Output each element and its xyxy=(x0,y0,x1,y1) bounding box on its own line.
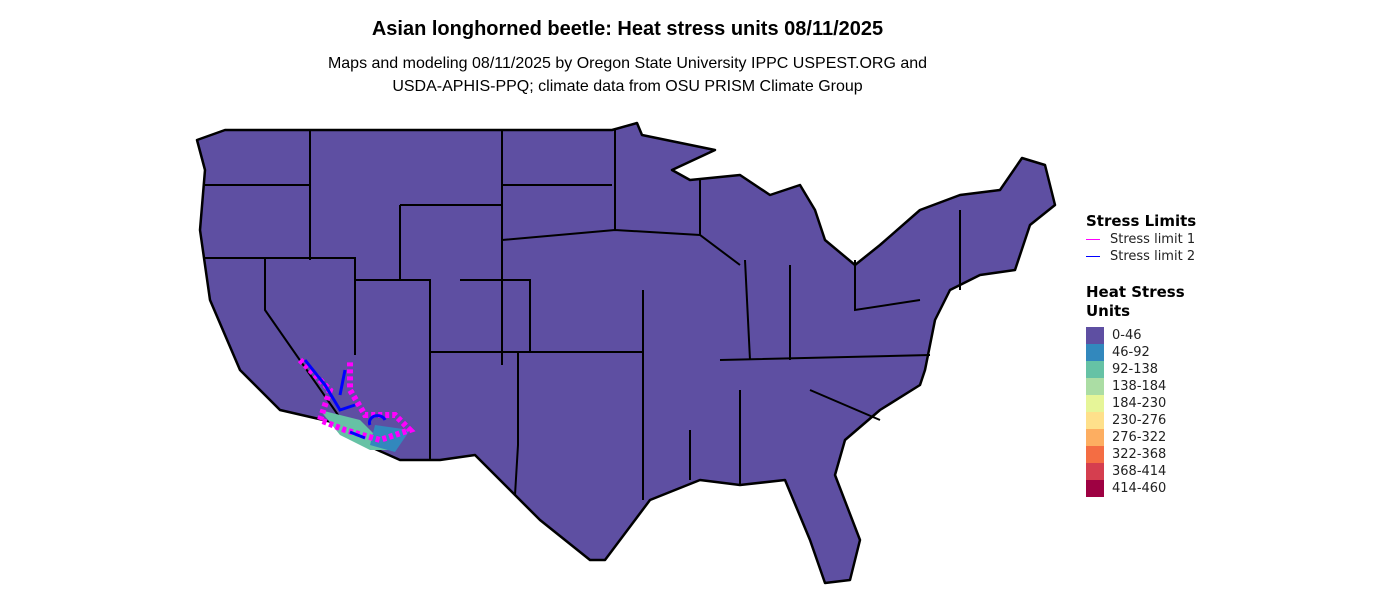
heat-stress-item: 414-460 xyxy=(1086,480,1185,497)
stress-limit-item: Stress limit 1 xyxy=(1086,231,1196,248)
heat-stress-item: 138-184 xyxy=(1086,378,1185,395)
heat-stress-legend-title: Heat Stress xyxy=(1086,283,1185,301)
map-subtitle-line2: USDA-APHIS-PPQ; climate data from OSU PR… xyxy=(392,78,863,95)
legend-swatch xyxy=(1086,429,1104,446)
legend-swatch xyxy=(1086,412,1104,429)
map-subtitle-line1: Maps and modeling 08/11/2025 by Oregon S… xyxy=(327,55,928,72)
legend-label: Stress limit 2 xyxy=(1110,249,1196,264)
legend-label: 0-46 xyxy=(1112,328,1142,343)
legend-swatch xyxy=(1086,446,1104,463)
legend-swatch xyxy=(1086,395,1104,412)
legend-swatch xyxy=(1086,463,1104,480)
legend-label: 368-414 xyxy=(1112,464,1167,479)
legend-label: 46-92 xyxy=(1112,345,1150,360)
heat-stress-item: 184-230 xyxy=(1086,395,1185,412)
heat-stress-item: 322-368 xyxy=(1086,446,1185,463)
stress-limit-item: Stress limit 2 xyxy=(1086,248,1196,265)
stress-limits-legend-title: Stress Limits xyxy=(1086,212,1197,230)
stress-limits-legend: Stress Limits Stress limit 1 Stress limit… xyxy=(1086,212,1196,265)
legend-swatch xyxy=(1086,361,1104,378)
legend-swatch xyxy=(1086,480,1104,497)
heat-stress-item: 46-92 xyxy=(1086,344,1185,361)
heat-stress-legend-title-2: Units xyxy=(1086,302,1131,320)
legend-swatch xyxy=(1086,327,1104,344)
heat-stress-item: 92-138 xyxy=(1086,361,1185,378)
heat-stress-legend: Heat Stress Units 0-46 46-92 92-138 138-184… xyxy=(1086,283,1185,497)
legend-label: 322-368 xyxy=(1112,447,1167,462)
map-title: Asian longhorned beetle: Heat stress uni… xyxy=(371,18,884,40)
legend-line-key xyxy=(1086,238,1100,241)
heat-stress-item: 368-414 xyxy=(1086,463,1185,480)
legend-swatch xyxy=(1086,378,1104,395)
legend-label: 276-322 xyxy=(1112,430,1167,445)
state-borders xyxy=(205,130,961,500)
legend-label: Stress limit 1 xyxy=(1110,232,1196,247)
heat-stress-item: 0-46 xyxy=(1086,327,1185,344)
legend-swatch xyxy=(1086,344,1104,361)
legend-label: 414-460 xyxy=(1112,481,1167,496)
heat-stress-item: 276-322 xyxy=(1086,429,1185,446)
legend-label: 230-276 xyxy=(1112,413,1167,428)
legend-label: 138-184 xyxy=(1112,379,1167,394)
legend-label: 184-230 xyxy=(1112,396,1167,411)
heat-stress-item: 230-276 xyxy=(1086,412,1185,429)
heat-stress-hotspot xyxy=(297,357,416,452)
legend-line-key xyxy=(1086,255,1100,258)
legend-label: 92-138 xyxy=(1112,362,1159,377)
